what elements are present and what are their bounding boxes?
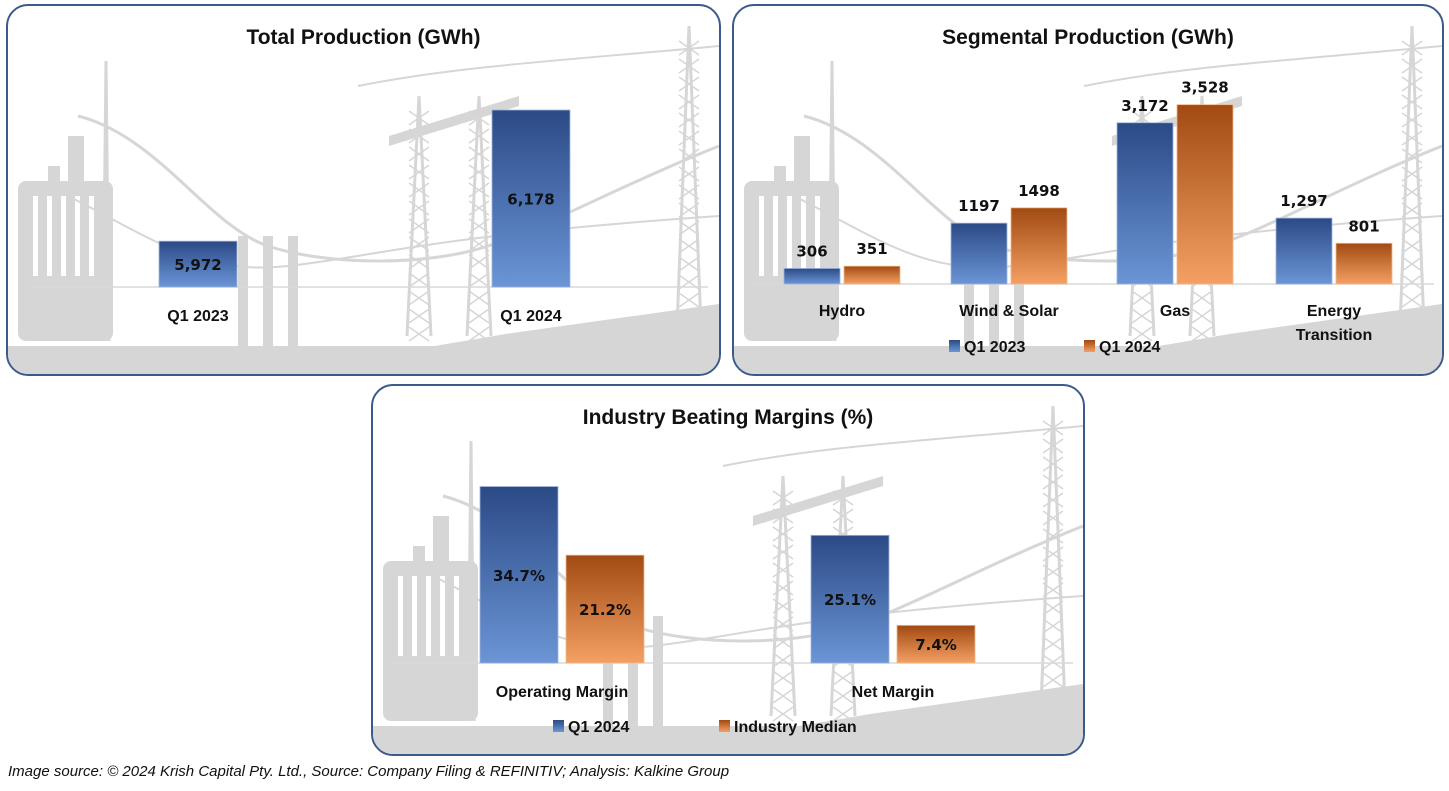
bar-segmental-q1-2023-gas <box>1116 122 1174 285</box>
substation-silhouette-background <box>734 25 1442 374</box>
data-label: 6,178 <box>507 191 554 209</box>
legend-swatch-blue <box>553 720 564 732</box>
bar-margins-q1-2024-net-margin <box>810 534 890 664</box>
bar-segmental-q1-2024-gas <box>1176 104 1234 285</box>
segmental-production-chart: Segmental Production (GWh) 306 351 Hydro 119… <box>734 25 1442 374</box>
category-tick-label: Wind & Solar <box>959 303 1058 320</box>
data-label: 25.1% <box>824 591 876 609</box>
category-tick-label: Operating Margin <box>496 684 628 701</box>
industry-margins-panel: Industry Beating Margins (%) 34.7% 21.2% Op… <box>371 384 1085 756</box>
data-label: 7.4% <box>915 636 957 654</box>
data-label: 1197 <box>958 197 1000 215</box>
bar-segmental-q1-2023-wind-solar <box>950 222 1008 285</box>
substation-silhouette-background <box>373 405 1083 754</box>
legend-label: Q1 2023 <box>964 339 1025 356</box>
category-tick-label: Gas <box>1160 303 1190 320</box>
data-label: 5,972 <box>174 256 221 274</box>
bar-margins-q1-2024-operating-margin <box>479 486 559 664</box>
category-tick-label: Net Margin <box>852 684 935 701</box>
data-label: 1498 <box>1018 182 1060 200</box>
bar-total-total-production-q1-2024 <box>491 109 571 288</box>
bar-segmental-q1-2023-hydro <box>783 268 841 285</box>
category-tick-label: Q1 2024 <box>500 308 561 325</box>
total-production-chart: Total Production (GWh) 5,972 Q1 2023 6,178 Q… <box>8 25 719 374</box>
bar-segmental-q1-2024-energy-transition <box>1335 242 1393 285</box>
bar-total-total-production-q1-2023 <box>158 240 238 288</box>
industry-margins-chart: Industry Beating Margins (%) 34.7% 21.2% Op… <box>373 405 1083 754</box>
data-label: 34.7% <box>493 567 545 585</box>
chart-title: Segmental Production (GWh) <box>942 26 1234 49</box>
segmental-production-panel: Segmental Production (GWh) 306 351 Hydro 119… <box>732 4 1444 376</box>
data-label: 801 <box>1348 217 1379 235</box>
legend-swatch-orange <box>719 720 730 732</box>
bar-margins-industry-median-net-margin <box>896 624 976 664</box>
data-label: 1,297 <box>1280 192 1327 210</box>
chart-title: Industry Beating Margins (%) <box>583 406 874 429</box>
data-label: 21.2% <box>579 601 631 619</box>
bar-segmental-q1-2023-energy-transition <box>1275 217 1333 285</box>
category-tick-label: Hydro <box>819 303 865 320</box>
data-label: 351 <box>856 240 887 258</box>
bar-margins-industry-median-operating-margin <box>565 554 645 664</box>
legend-label: Q1 2024 <box>1099 339 1160 356</box>
image-source-caption: Image source: © 2024 Krish Capital Pty. … <box>8 763 730 780</box>
total-production-panel: Total Production (GWh) 5,972 Q1 2023 6,178 Q… <box>6 4 721 376</box>
data-label: 306 <box>796 242 827 260</box>
legend-label: Q1 2024 <box>568 719 629 736</box>
legend-label: Industry Median <box>734 719 857 736</box>
bar-segmental-q1-2024-wind-solar <box>1010 207 1068 285</box>
category-tick-label: Q1 2023 <box>167 308 228 325</box>
legend-swatch-blue <box>949 340 960 352</box>
substation-silhouette-background <box>8 25 719 374</box>
bar-segmental-q1-2024-hydro <box>843 265 901 285</box>
category-tick-label: Energy <box>1307 303 1361 320</box>
data-label: 3,172 <box>1121 97 1168 115</box>
data-label: 3,528 <box>1181 79 1228 97</box>
chart-title: Total Production (GWh) <box>246 26 480 49</box>
legend-swatch-orange <box>1084 340 1095 352</box>
category-tick-label: Transition <box>1296 327 1372 344</box>
